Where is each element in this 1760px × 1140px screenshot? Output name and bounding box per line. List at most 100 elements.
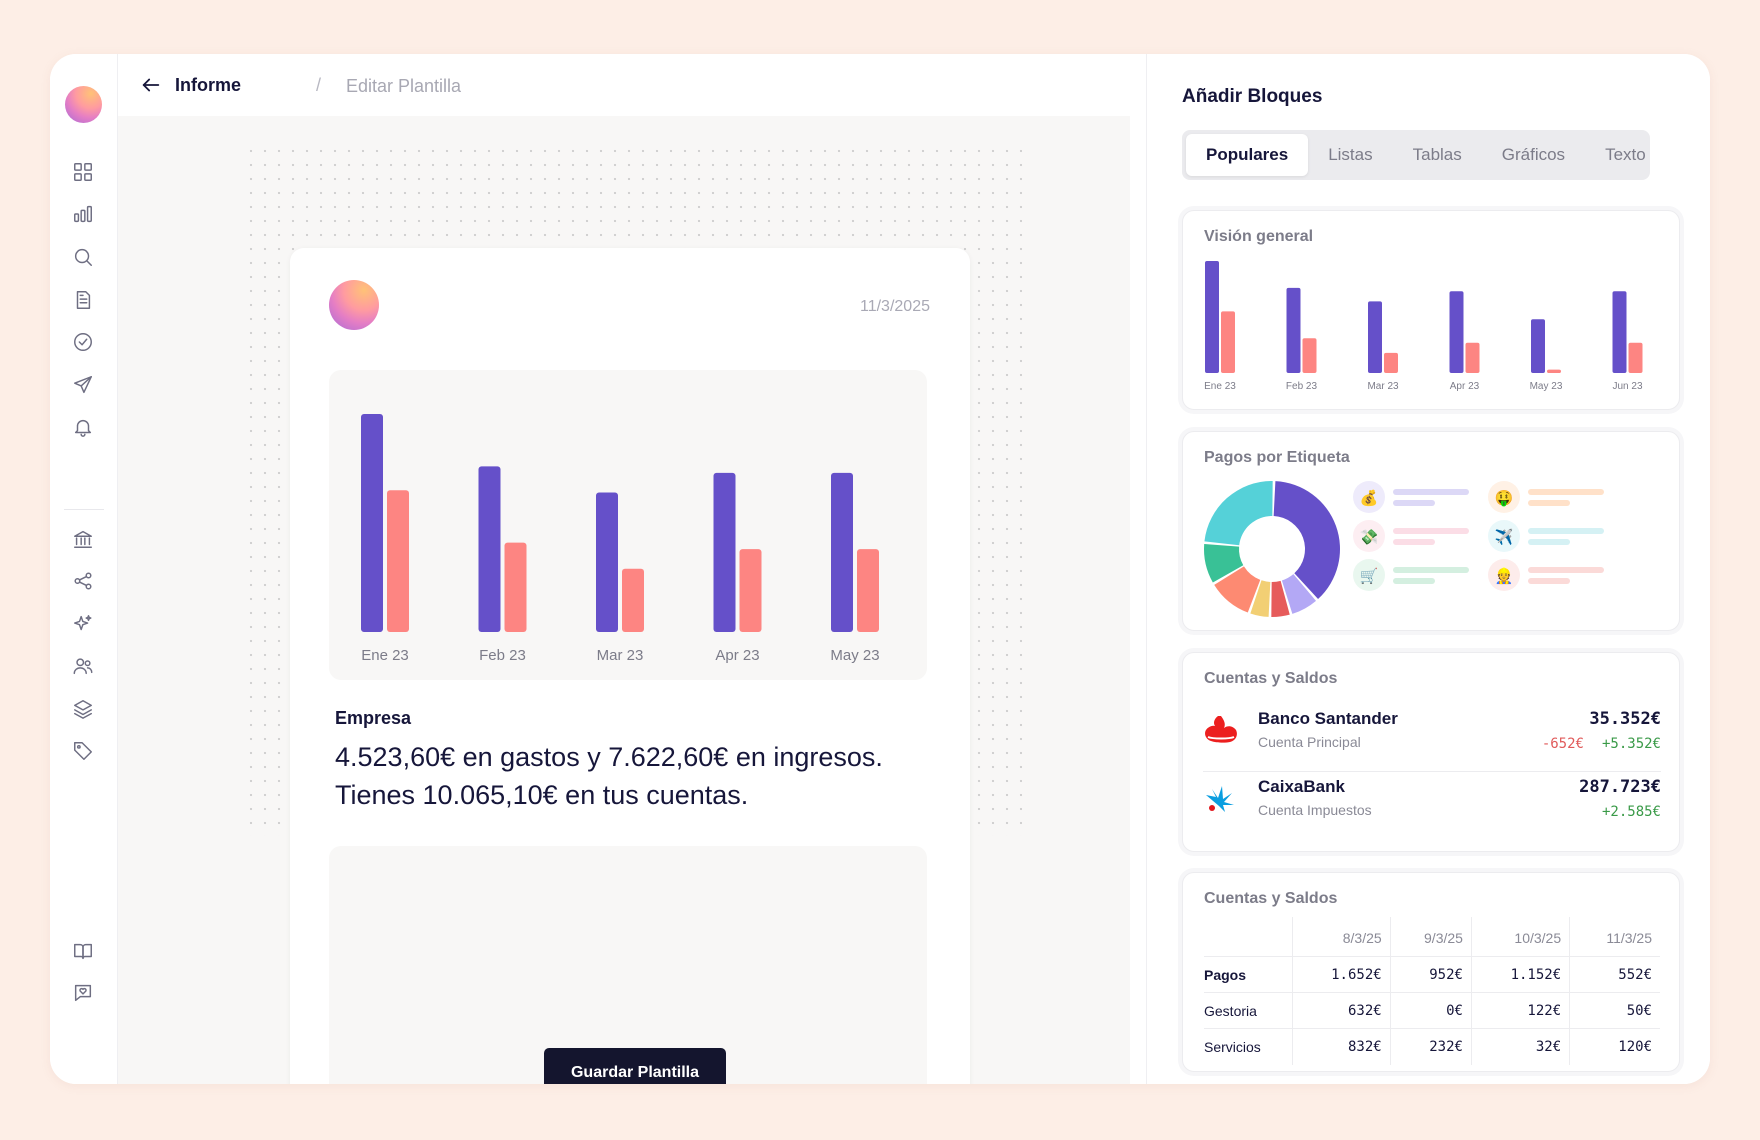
layers-icon[interactable] [68,694,98,724]
bar-b [387,490,409,632]
balances-table: 8/3/25 9/3/25 10/3/25 11/3/25 Pagos 1.65… [1204,917,1660,1065]
account-divider [1203,771,1661,772]
table-row: Gestoria 632€ 0€ 122€ 50€ [1204,992,1660,1029]
tab-texto[interactable]: Texto [1605,145,1646,164]
mini-x-tick-label: Mar 23 [1367,381,1399,392]
block-overview-chart[interactable]: Visión general Ene 23 Feb 23 Mar 23 Apr 23 M… [1182,210,1680,410]
mini-bar-b [1547,369,1561,373]
table-row: Pagos 1.652€ 952€ 1.152€ 552€ [1204,956,1660,993]
tab-tablas[interactable]: Tablas [1412,145,1462,164]
mini-bar-a [1368,301,1382,373]
table-cell: 50€ [1569,992,1660,1029]
donut-slice [1273,481,1340,600]
account-name: Banco Santander [1258,709,1398,728]
money-bag-icon-glyph: 💰 [1360,489,1379,507]
donut-slice [1214,566,1261,613]
overview-mini-chart-svg: Ene 23 Feb 23 Mar 23 Apr 23 May 23 Jun 23 [1204,261,1643,392]
table-cell: 552€ [1569,956,1660,993]
mini-bar-a [1531,319,1545,373]
money-bag-icon [1353,481,1385,513]
block-accounts-list[interactable]: Cuentas y Saldos Banco Santander Cuenta … [1182,652,1680,852]
tab-listas[interactable]: Listas [1328,145,1373,164]
app-window: Informe / Editar Plantilla 11/3/2025 Ene… [50,54,1710,1084]
report-heading: Empresa [335,708,412,728]
send-icon[interactable] [68,370,98,400]
mini-x-tick-label: Ene 23 [1204,381,1236,392]
book-icon[interactable] [68,936,98,966]
share-icon[interactable] [68,566,98,596]
card-title-tags: Pagos por Etiqueta [1204,449,1350,466]
legend-placeholder-line [1393,539,1435,545]
check-circle-icon[interactable] [68,327,98,357]
bank-icon[interactable] [68,524,98,554]
donut-slice [1204,481,1273,546]
account-row-santander: Banco Santander Cuenta Principal 35.352€… [1203,701,1661,765]
tab-graficos[interactable]: Gráficos [1501,145,1566,164]
table-header-cell [1204,917,1292,957]
search-icon[interactable] [68,242,98,272]
legend-placeholder-line [1528,539,1570,545]
x-tick-label: Feb 23 [479,647,526,664]
bar-b [504,542,527,632]
tab-populares[interactable]: Populares [1186,134,1309,176]
mini-bar-a [1286,287,1301,373]
sidebar [50,54,118,1084]
report-bar-chart[interactable]: Ene 23 Feb 23 Mar 23 Apr 23 May 23 [329,370,927,680]
table-cell: 832€ [1291,1028,1391,1065]
account-deltas: +2.585€ [1584,804,1661,820]
report-summary-text[interactable]: 4.523,60€ en gastos y 7.622,60€ en ingre… [335,742,883,810]
block-category-tabs: Populares Listas Tablas Gráficos Texto [1182,130,1650,180]
mini-bar-a [1612,291,1627,373]
mini-x-tick-label: Jun 23 [1612,381,1642,392]
tag-icon[interactable] [68,736,98,766]
worker-icon [1488,559,1520,591]
report-preview-card: 11/3/2025 Ene 23 Feb 23 Mar 23 Apr 23 May 23… [290,248,970,1084]
bar-a [596,492,618,632]
x-tick-label: Apr 23 [715,647,759,664]
bar-a [713,472,736,632]
mini-bar-b [1384,352,1398,373]
save-template-button[interactable]: Guardar Plantilla [544,1048,726,1084]
dashboard-icon[interactable] [68,157,98,187]
legend-placeholder-line [1528,489,1604,495]
table-cell: 232€ [1389,1028,1472,1065]
worker-icon-glyph: 👷 [1495,567,1514,585]
empty-block-placeholder[interactable] [329,846,927,1084]
breadcrumb-informe[interactable]: Informe [175,75,242,95]
bar-b [622,568,644,632]
mini-bar-b [1628,342,1643,373]
mini-bar-b [1302,338,1317,373]
back-arrow-icon[interactable] [140,74,162,96]
support-heart-icon[interactable] [68,978,98,1008]
legend-placeholder-line [1528,528,1604,534]
table-cell: 952€ [1389,956,1472,993]
users-icon[interactable] [68,651,98,681]
app-logo[interactable] [65,86,102,123]
money-face-icon [1488,481,1520,513]
donut-slice [1204,544,1244,583]
cart-icon-glyph: 🛒 [1360,567,1379,585]
donut-slice [1281,574,1317,614]
table-header-cell: 8/3/25 [1291,917,1391,957]
table-cell: 122€ [1470,992,1570,1029]
table-row: Servicios 832€ 232€ 32€ 120€ [1204,1028,1660,1065]
block-balances-table[interactable]: Cuentas y Saldos 8/3/25 9/3/25 10/3/25 1… [1182,872,1680,1072]
canvas-margin-top [118,116,1130,146]
document-icon[interactable] [68,285,98,315]
breadcrumb-separator: / [316,75,322,95]
bar-b [857,549,879,632]
bell-icon[interactable] [68,412,98,442]
x-tick-label: Ene 23 [361,647,409,664]
sparkles-icon[interactable] [68,609,98,639]
table-header-cell: 9/3/25 [1389,917,1472,957]
account-deltas: -652€ +5.352€ [1542,736,1661,752]
account-delta-negative: -652€ [1541,736,1584,752]
bar-a [361,414,383,632]
airplane-icon-glyph: ✈️ [1495,527,1514,546]
bar-chart-icon[interactable] [68,199,98,229]
donut-slice [1271,580,1290,617]
block-payments-by-tag[interactable]: Pagos por Etiqueta 💰 🤑 💸 ✈️ 🛒 👷 [1182,431,1680,631]
card-title-overview: Visión general [1204,228,1314,245]
tags-donut-svg [1204,481,1340,617]
top-header: Informe / Editar Plantilla [118,54,1130,116]
